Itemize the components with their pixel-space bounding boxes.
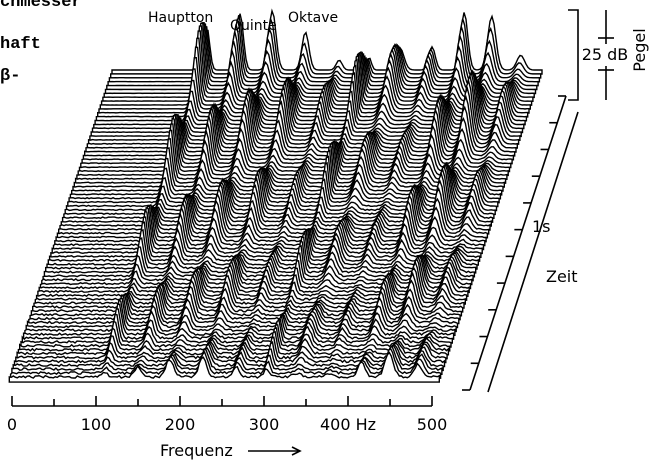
waterfall-trace <box>72 145 504 192</box>
x-arrow-head <box>291 446 302 456</box>
waterfall-trace <box>50 209 482 258</box>
waterfall-trace <box>33 267 465 309</box>
waterfall-trace <box>30 279 463 317</box>
waterfall-trace <box>32 271 464 313</box>
waterfall-trace <box>51 206 483 255</box>
bracket <box>568 9 579 101</box>
waterfall-trace <box>46 228 478 270</box>
time-line <box>469 95 567 391</box>
waterfall-trace <box>47 221 479 266</box>
waterfall-trace <box>24 298 456 336</box>
annotation: Hauptton <box>148 10 213 26</box>
waterfall-trace <box>19 320 451 352</box>
x-tick-label: 100 <box>81 415 112 434</box>
waterfall-trace <box>17 326 450 356</box>
waterfall-trace <box>58 186 490 235</box>
waterfall-trace <box>8 351 440 383</box>
waterfall-trace <box>13 340 446 368</box>
x-tick-label: 500 <box>417 415 448 434</box>
waterfall <box>8 8 543 383</box>
waterfall-trace <box>85 94 517 153</box>
time-axis: 1s Zeit <box>469 95 579 393</box>
x-tick-label: 200 <box>165 415 196 434</box>
annotation: Oktave <box>288 10 338 26</box>
level-scale: 25 dB Pegel <box>568 9 649 101</box>
x-tick-label: 400 Hz <box>320 415 376 434</box>
time-label: Zeit <box>546 267 578 286</box>
waterfall-trace <box>86 86 518 149</box>
waterfall-trace <box>59 179 491 231</box>
waterfall-trace <box>16 330 448 360</box>
x-axis-label: Frequenz <box>160 441 233 460</box>
waterfall-trace <box>12 343 444 372</box>
scale-box <box>580 44 630 66</box>
waterfall-trace <box>43 240 476 278</box>
waterfall-trace <box>20 313 452 348</box>
annotation: Quinte <box>230 18 277 34</box>
time-scale: 1s <box>532 217 551 236</box>
waterfall-trace <box>73 138 505 188</box>
waterfall-trace <box>22 303 455 340</box>
level-label: Pegel <box>630 28 649 71</box>
margin-text: β- <box>0 67 20 86</box>
waterfall-trace <box>21 307 453 344</box>
waterfall-trace <box>45 236 477 274</box>
margin-text: chmesser <box>0 0 82 12</box>
x-tick-label: 300 <box>249 415 280 434</box>
level-scale-label: 25 dB <box>582 45 629 64</box>
waterfall-trace <box>48 216 481 262</box>
margin-text: haft <box>0 35 41 54</box>
time-arrow <box>487 111 579 393</box>
waterfall-trace <box>15 336 447 364</box>
x-tick-label: 0 <box>7 415 17 434</box>
